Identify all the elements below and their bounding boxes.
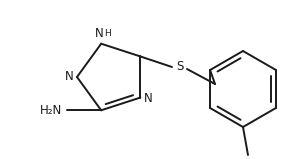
Text: N: N	[144, 92, 153, 105]
Text: S: S	[176, 61, 184, 73]
Text: H₂N: H₂N	[40, 104, 62, 117]
Text: N: N	[64, 70, 74, 83]
Text: N: N	[95, 27, 103, 40]
Text: H: H	[104, 29, 111, 38]
